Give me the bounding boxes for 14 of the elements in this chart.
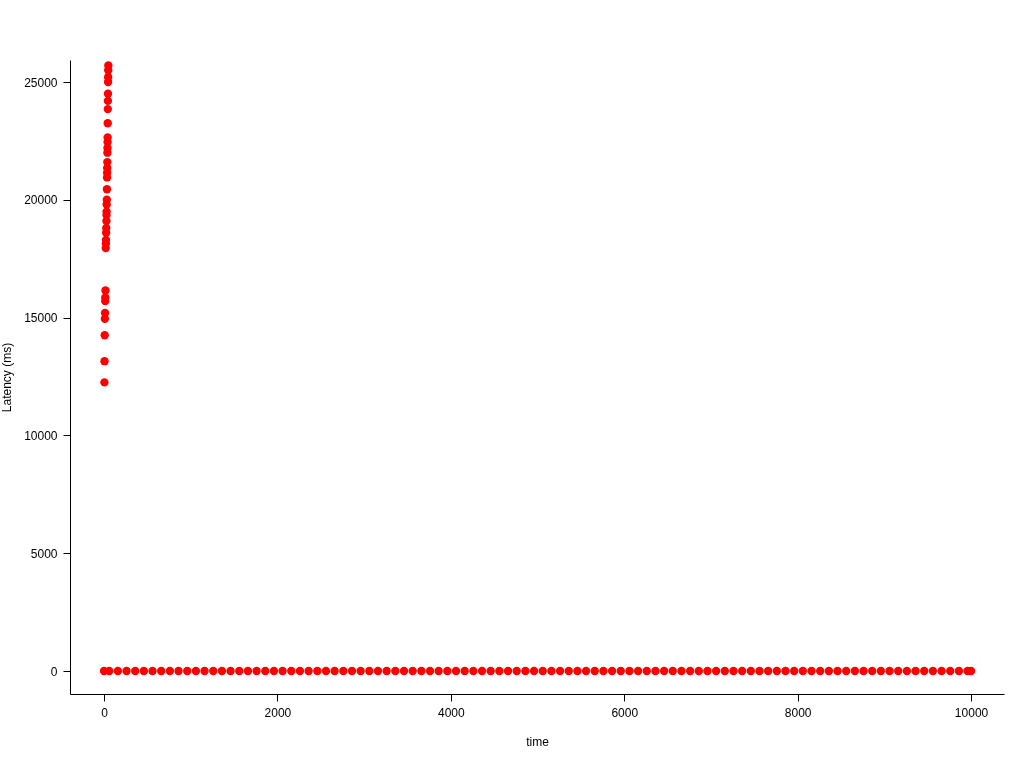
x-tick-label: 2000	[264, 705, 292, 720]
y-tick-label: 10000	[24, 428, 58, 443]
y-tick-label: 0	[50, 664, 58, 679]
x-axis-title: time	[526, 734, 550, 749]
y-tick-label: 20000	[24, 193, 58, 208]
y-tick-label: 15000	[24, 311, 58, 326]
x-tick-label: 6000	[611, 705, 639, 720]
y-tick-label: 5000	[30, 546, 58, 561]
x-tick-label: 4000	[437, 705, 465, 720]
x-tick-label: 8000	[784, 705, 812, 720]
x-tick-label: 0	[101, 705, 109, 720]
y-axis-title: Latency (ms)	[0, 342, 15, 413]
y-tick-label: 25000	[24, 75, 58, 90]
x-tick-label: 10000	[954, 705, 989, 720]
